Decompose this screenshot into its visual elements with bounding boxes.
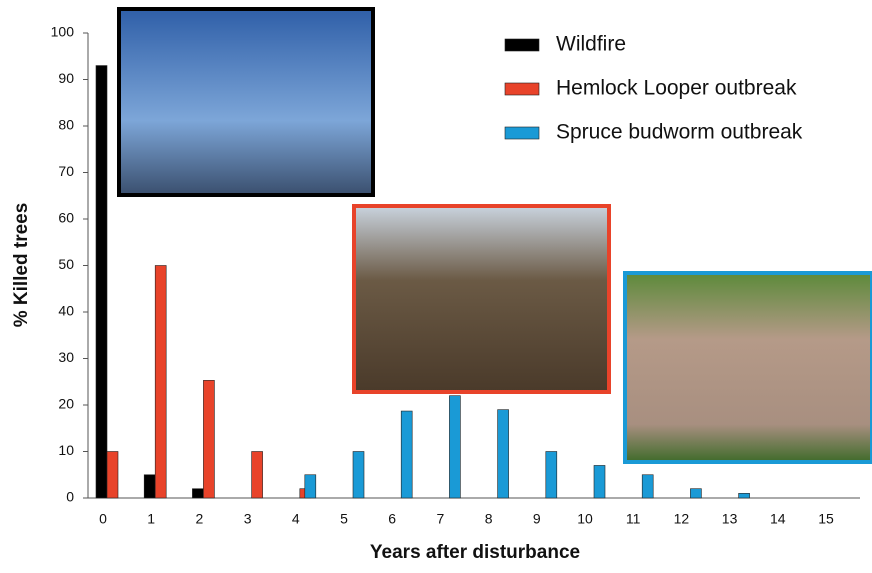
y-tick-label: 70 — [58, 163, 74, 179]
x-tick-label: 10 — [577, 511, 593, 527]
bar — [593, 465, 606, 499]
photo-spruce — [623, 271, 872, 464]
y-tick-label: 40 — [58, 303, 74, 319]
bar — [251, 451, 263, 499]
y-tick-label: 80 — [58, 117, 74, 133]
y-tick-label: 60 — [58, 210, 74, 226]
x-tick-label: 15 — [818, 511, 834, 527]
bar — [497, 409, 509, 499]
bar — [106, 451, 119, 499]
bar — [690, 488, 702, 499]
legend-swatch — [504, 126, 540, 140]
bars — [95, 65, 750, 499]
bar — [400, 410, 413, 499]
x-tick-label: 2 — [196, 511, 204, 527]
x-tick-label: 12 — [674, 511, 690, 527]
x-tick-label: 8 — [485, 511, 493, 527]
y-tick-label: 90 — [58, 70, 74, 86]
y-tick-label: 100 — [51, 24, 75, 40]
x-tick-label: 4 — [292, 511, 300, 527]
y-tick-label: 0 — [66, 489, 74, 505]
legend-label: Hemlock Looper outbreak — [556, 77, 797, 100]
x-tick-label: 7 — [437, 511, 445, 527]
x-tick-label: 3 — [244, 511, 252, 527]
x-tick-label: 6 — [388, 511, 396, 527]
x-tick-label: 13 — [722, 511, 738, 527]
bar — [738, 493, 750, 499]
x-tick-label: 5 — [340, 511, 348, 527]
bar — [95, 65, 108, 499]
photo-hemlock — [352, 204, 611, 394]
legend-label: Spruce budworm outbreak — [556, 121, 803, 144]
bar — [641, 474, 654, 499]
x-tick-label: 1 — [147, 511, 155, 527]
y-tick-label: 50 — [58, 256, 74, 272]
legend-swatch — [504, 38, 540, 52]
bar — [304, 474, 317, 499]
bar — [203, 380, 215, 499]
bar — [154, 265, 167, 499]
bar — [352, 451, 365, 499]
y-tick-label: 20 — [58, 396, 74, 412]
legend: Wildfire Hemlock Looper outbreak Spruce bu… — [504, 33, 803, 144]
y-tick-label: 30 — [58, 349, 74, 365]
legend-swatch — [504, 82, 540, 96]
bar — [545, 451, 558, 499]
legend-label: Wildfire — [556, 33, 626, 56]
y-axis-label: % Killed trees — [11, 203, 32, 328]
x-axis-label: Years after disturbance — [370, 542, 580, 563]
x-tick-label: 0 — [99, 511, 107, 527]
x-tick-label: 14 — [770, 511, 786, 527]
x-tick-label: 9 — [533, 511, 541, 527]
bar — [449, 395, 461, 499]
y-tick-label: 10 — [58, 442, 74, 458]
x-tick-label: 11 — [626, 511, 641, 527]
bar — [143, 474, 156, 499]
bar — [192, 488, 204, 499]
photo-wildfire — [117, 7, 375, 197]
